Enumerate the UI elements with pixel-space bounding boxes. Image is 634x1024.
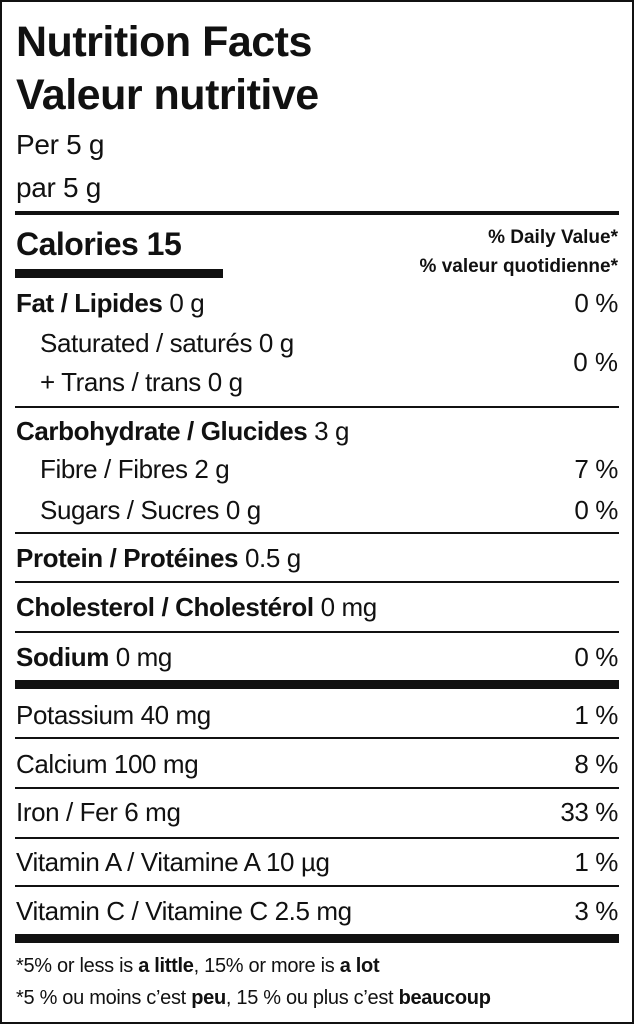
- divider: [15, 631, 619, 633]
- divider: [15, 737, 619, 739]
- nutrient-label: Vitamin A / Vitamine A 10 µg: [16, 847, 330, 877]
- serving-size-fr: par 5 g: [16, 172, 102, 203]
- thick-divider: [15, 934, 619, 943]
- calories-underline: [15, 269, 223, 278]
- nutrient-label: Iron / Fer 6 mg: [16, 797, 181, 827]
- calories: Calories 15: [16, 224, 182, 264]
- nutrient-amount: 0 mg: [115, 642, 173, 672]
- calories-value: 15: [146, 226, 182, 262]
- nutrient-label: Sodium: [16, 642, 109, 672]
- nutrient-label: Vitamin C / Vitamine C 2.5 mg: [16, 896, 352, 926]
- nutrient-dv: 1 %: [574, 700, 618, 730]
- nutrient-label: Cholesterol / Cholestérol: [16, 592, 314, 622]
- thick-divider: [15, 211, 619, 215]
- sat-trans-dv: 0 %: [573, 347, 618, 377]
- fibre-row: Fibre / Fibres 2 g 7 %: [40, 452, 618, 486]
- nutrient-amount: 2 g: [194, 454, 230, 484]
- calories-label: Calories: [16, 226, 139, 262]
- title-fr: Valeur nutritive: [16, 71, 319, 119]
- nutrient-label: Fat / Lipides: [16, 288, 163, 318]
- nutrient-label: Saturated / saturés: [40, 328, 253, 358]
- divider: [15, 532, 619, 534]
- daily-value-header-fr: % valeur quotidienne*: [419, 256, 618, 277]
- nutrient-amount: 0 g: [258, 328, 294, 358]
- nutrient-dv: 3 %: [574, 896, 618, 926]
- nutrient-amount: 3 g: [314, 416, 350, 446]
- nutrient-amount: 0 g: [169, 288, 205, 318]
- carbohydrate-row: Carbohydrate / Glucides 3 g: [16, 414, 618, 448]
- calcium-row: Calcium 100 mg 8 %: [16, 747, 618, 781]
- nutrient-dv: 0 %: [574, 642, 618, 672]
- serving-size-en: Per 5 g: [16, 129, 105, 160]
- thick-divider: [15, 680, 619, 689]
- daily-value-header-en: % Daily Value*: [488, 227, 618, 248]
- nutrient-dv: 33 %: [560, 797, 618, 827]
- divider: [15, 885, 619, 887]
- nutrient-amount: 0 mg: [320, 592, 378, 622]
- vitamin-c-row: Vitamin C / Vitamine C 2.5 mg 3 %: [16, 894, 618, 928]
- iron-row: Iron / Fer 6 mg 33 %: [16, 795, 618, 829]
- divider: [15, 837, 619, 839]
- nutrient-label: Carbohydrate / Glucides: [16, 416, 308, 446]
- nutrient-dv: 7 %: [574, 454, 618, 484]
- cholesterol-row: Cholesterol / Cholestérol 0 mg: [16, 590, 618, 624]
- nutrient-label: + Trans / trans: [40, 367, 201, 397]
- nutrient-dv: 0 %: [574, 288, 618, 318]
- nutrient-label: Sugars / Sucres: [40, 495, 219, 525]
- sugars-row: Sugars / Sucres 0 g 0 %: [40, 493, 618, 527]
- nutrient-label: Fibre / Fibres: [40, 454, 188, 484]
- potassium-row: Potassium 40 mg 1 %: [16, 698, 618, 732]
- divider: [15, 787, 619, 789]
- nutrient-dv: 1 %: [574, 847, 618, 877]
- sodium-row: Sodium 0 mg 0 %: [16, 640, 618, 674]
- fat-row: Fat / Lipides 0 g 0 %: [16, 286, 618, 320]
- divider: [15, 581, 619, 583]
- title-en: Nutrition Facts: [16, 18, 312, 66]
- nutrient-label: Calcium 100 mg: [16, 749, 199, 779]
- vitamin-a-row: Vitamin A / Vitamine A 10 µg 1 %: [16, 845, 618, 879]
- nutrient-amount: 0 g: [207, 367, 243, 397]
- trans-row: + Trans / trans 0 g: [40, 365, 618, 399]
- footnote-fr: *5 % ou moins c’est peu, 15 % ou plus c’…: [16, 987, 491, 1009]
- nutrient-amount: 0 g: [225, 495, 261, 525]
- nutrient-dv: 8 %: [574, 749, 618, 779]
- nutrient-dv: 0 %: [574, 495, 618, 525]
- nutrient-label: Potassium 40 mg: [16, 700, 211, 730]
- saturated-row: Saturated / saturés 0 g: [40, 326, 618, 360]
- divider: [15, 406, 619, 408]
- footnote-en: *5% or less is a little, 15% or more is …: [16, 955, 380, 977]
- nutrient-amount: 0.5 g: [244, 543, 301, 573]
- protein-row: Protein / Protéines 0.5 g: [16, 541, 618, 575]
- nutrient-label: Protein / Protéines: [16, 543, 239, 573]
